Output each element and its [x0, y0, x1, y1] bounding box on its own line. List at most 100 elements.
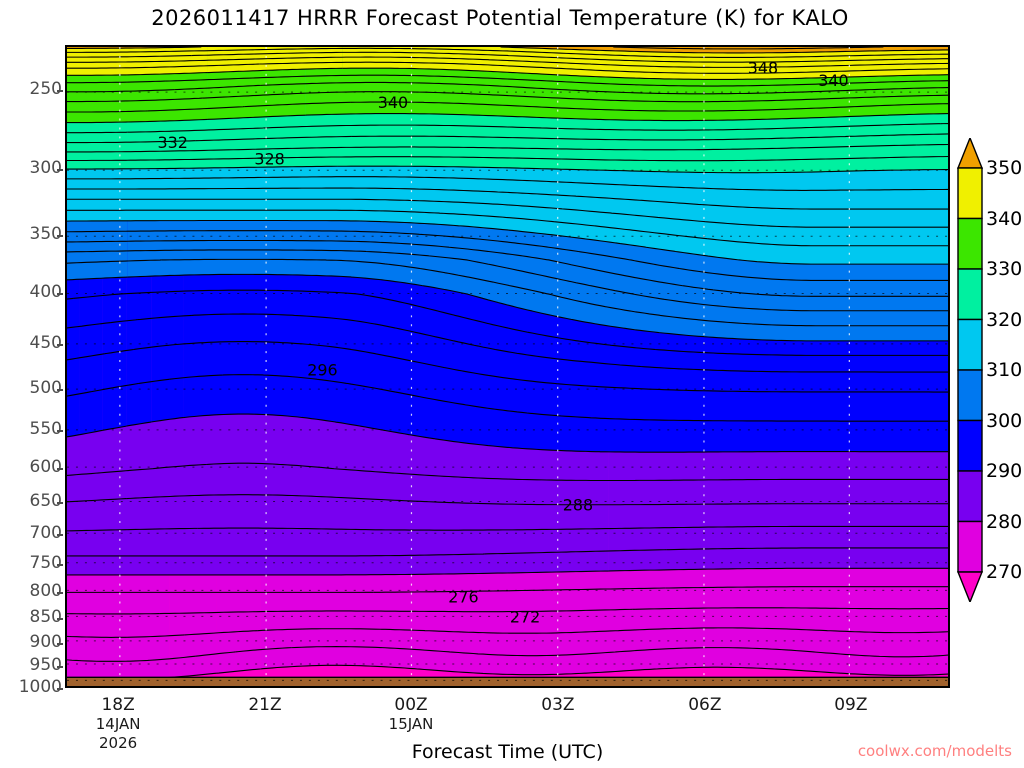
- x-axis-tick-label: 21Z: [248, 695, 282, 715]
- y-axis-tick-mark: [57, 169, 63, 171]
- x-axis-tick-label: 00Z 15JAN: [388, 695, 434, 733]
- contour-line-292: [112, 382, 139, 389]
- contour-plot: 348 340 340 332 328 296 288 276 272: [67, 47, 948, 686]
- contour-line-332: [147, 106, 245, 112]
- x-axis-tick-label: 06Z: [688, 695, 722, 715]
- contour-line-340: [67, 71, 208, 76]
- y-axis-tick-mark: [57, 591, 63, 594]
- contour-line-340: [207, 67, 343, 74]
- y-axis-tick-mark: [57, 617, 63, 620]
- contour-line-300: [67, 276, 128, 281]
- contour-line-296: [99, 319, 138, 325]
- colorbar-tick-label: 340: [986, 207, 1023, 230]
- y-axis-tick-label: 750: [29, 552, 62, 573]
- y-axis-tick-mark: [57, 293, 63, 296]
- contour-line-338: [286, 74, 948, 87]
- colorbar-band-290: [957, 419, 983, 472]
- x-axis-label: Forecast Time (UTC): [411, 741, 604, 763]
- contour-line-302: [161, 258, 948, 327]
- y-axis-tick-mark: [57, 235, 63, 238]
- contour-line-324: [255, 144, 917, 151]
- contour-line-330: [67, 118, 208, 124]
- contour-line-284: [197, 525, 948, 531]
- y-axis-tick-label: 850: [29, 606, 62, 627]
- contour-line-294: [168, 341, 948, 393]
- contour-line-314: [67, 198, 948, 228]
- contour-line-348: [67, 50, 175, 53]
- contour-line-280: [67, 570, 609, 576]
- page-title: 2026011417 HRRR Forecast Potential Tempe…: [151, 6, 849, 30]
- contour-line-330: [207, 114, 306, 120]
- contour-line-326: [195, 135, 352, 142]
- y-axis-tick-label: 350: [29, 224, 62, 245]
- colorbar-band-340: [957, 167, 983, 220]
- colorbar-tick-label: 290: [986, 460, 1023, 482]
- contour-line-276: [632, 607, 948, 610]
- y-axis-tick-label: 650: [29, 491, 62, 512]
- colorbar: [957, 138, 983, 602]
- colorbar-arrow-top: [957, 138, 983, 169]
- contour-line-330: [305, 113, 948, 122]
- contour-lines: [67, 47, 948, 686]
- contour-line-290: [67, 434, 80, 438]
- y-axis-tick-label: 700: [29, 523, 62, 544]
- contour-line-340: [342, 67, 948, 80]
- contour-line-292: [222, 374, 948, 422]
- contour-line-316: [67, 187, 948, 210]
- colorbar-tick-label: 280: [986, 510, 1023, 533]
- y-axis-tick-label: 1000: [18, 677, 62, 697]
- contour-line-290: [79, 429, 103, 436]
- contour-line-320: [337, 165, 948, 174]
- contour-line-288: [97, 468, 153, 474]
- x-axis-tick-label: 03Z: [541, 695, 575, 715]
- contour-line-290: [102, 425, 127, 431]
- contour-line-294: [78, 353, 105, 359]
- contour-line-288: [206, 462, 948, 482]
- contour-line-296: [191, 313, 948, 373]
- contour-line-334: [67, 97, 203, 103]
- contour-line-282: [666, 547, 948, 551]
- contour-line-294: [104, 348, 134, 355]
- contour-line-284: [67, 527, 198, 532]
- colorbar-tick-label: 300: [986, 409, 1023, 432]
- contour-line-300: [127, 273, 948, 342]
- contour-line-296: [137, 314, 192, 321]
- contour-label: 276: [448, 588, 478, 607]
- colorbar-band-300: [957, 369, 983, 422]
- contour-line-338: [165, 76, 287, 82]
- y-axis-tick-mark: [57, 665, 63, 668]
- y-axis-tick-mark: [57, 502, 63, 505]
- colorbar-tick-label: 270: [986, 561, 1023, 583]
- contour-line-308: [67, 230, 948, 281]
- contour-line-274: [184, 630, 258, 636]
- contour-line-328: [127, 127, 264, 133]
- y-axis-tick-mark: [57, 467, 63, 470]
- contour-label: 328: [254, 150, 284, 169]
- contour-band-340: [207, 47, 343, 73]
- contour-line-292: [67, 391, 90, 397]
- colorbar-tick-label: 350: [986, 157, 1023, 179]
- y-axis-tick-mark: [57, 389, 63, 392]
- contour-label: 348: [748, 58, 778, 77]
- colorbar-tick-label: 320: [986, 308, 1023, 331]
- y-axis-tick-mark: [57, 90, 63, 93]
- contour-line-274: [67, 634, 185, 638]
- contour-label: 272: [510, 607, 540, 626]
- contour-line-322: [281, 155, 948, 162]
- contour-line-348: [174, 47, 948, 58]
- y-axis-tick-label: 550: [29, 419, 62, 440]
- y-axis-tick-label: 450: [29, 332, 62, 353]
- contour-line-328: [263, 123, 941, 131]
- contour-line-350: [67, 47, 202, 49]
- y-axis-tick-label: 400: [29, 282, 62, 303]
- plot-area: 348 340 340 332 328 296 288 276 272: [65, 45, 950, 688]
- y-axis-tick-label: 800: [29, 580, 62, 601]
- contour-line-282: [484, 549, 667, 555]
- contour-line-272: [67, 655, 196, 662]
- contour-line-290: [183, 413, 948, 453]
- contour-label: 332: [158, 133, 188, 152]
- grid-lines: [67, 47, 948, 686]
- colorbar-band-280: [957, 470, 983, 523]
- contour-line-272: [195, 651, 236, 657]
